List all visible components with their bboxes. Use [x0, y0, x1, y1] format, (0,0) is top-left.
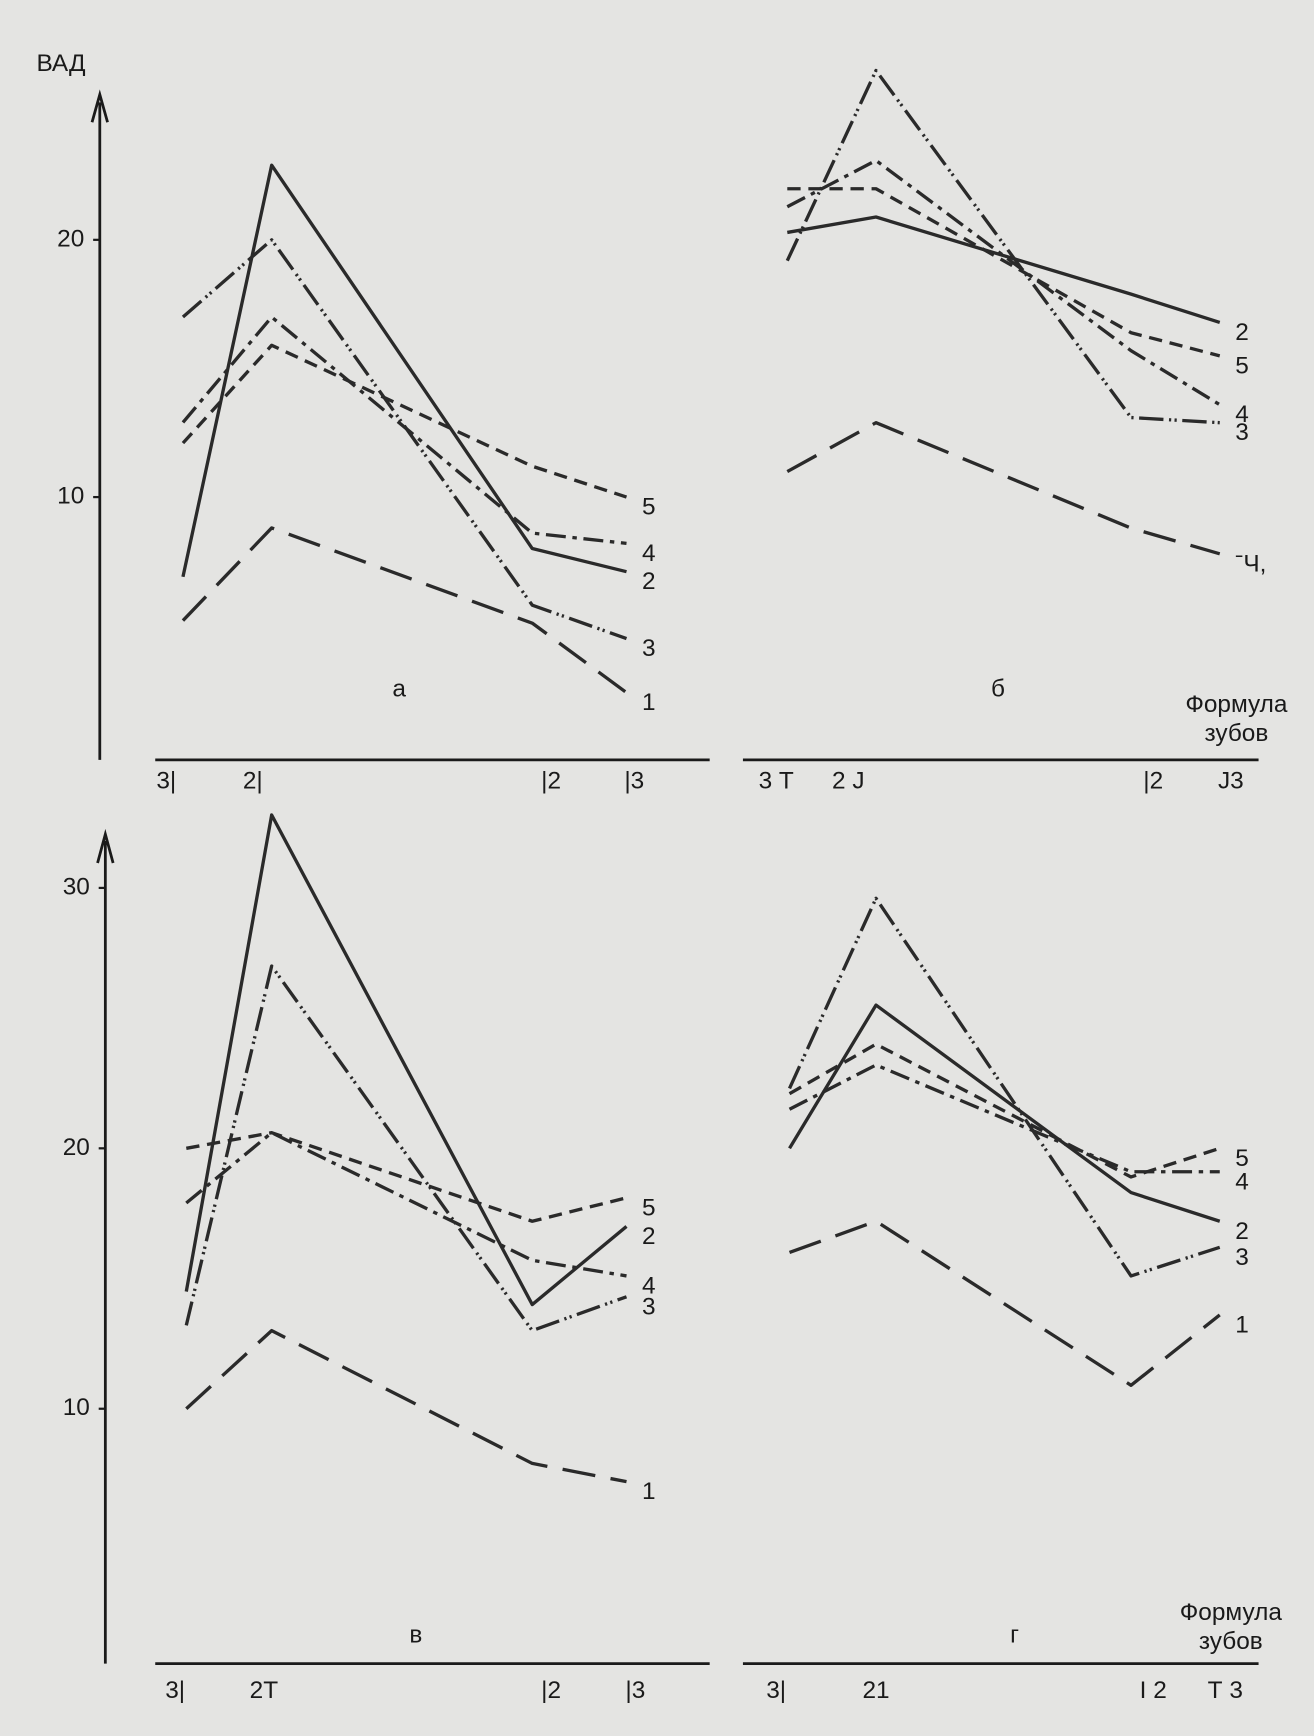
series-line	[184, 813, 628, 1307]
series-label: 4	[1235, 401, 1249, 428]
series-label: 5	[1235, 1145, 1249, 1172]
series-line	[185, 1131, 627, 1278]
x-tick-label: 3|	[165, 1677, 185, 1704]
series-line	[185, 1131, 627, 1223]
series-label: 4	[642, 540, 656, 567]
series-label: ˉЧ,	[1235, 550, 1266, 577]
series-line	[786, 421, 1221, 556]
x-tick-label: J3	[1218, 768, 1244, 795]
series-label: 2	[642, 1223, 656, 1250]
series-line	[184, 964, 628, 1333]
series-label: 5	[642, 494, 656, 521]
series-line	[786, 158, 1221, 407]
series-line	[181, 315, 627, 546]
panel-label: а	[392, 675, 406, 702]
series-line	[181, 238, 628, 641]
series-line	[788, 1219, 1221, 1387]
x-tick-label: 3|	[156, 768, 176, 795]
series-line	[788, 1063, 1220, 1174]
series-label: 5	[642, 1194, 656, 1221]
x-tick-label: 21	[862, 1677, 889, 1704]
panel-label: б	[991, 675, 1005, 702]
series-label: 1	[1235, 1312, 1249, 1339]
x-tick-label: 3|	[766, 1677, 786, 1704]
series-line	[788, 1042, 1221, 1179]
series-label: 2	[642, 568, 656, 595]
series-line	[787, 896, 1221, 1278]
x-axis-label: Формула	[1185, 691, 1288, 718]
panel-label: г	[1010, 1621, 1019, 1648]
x-tick-label: |2	[541, 1677, 561, 1704]
series-label: 1	[642, 1478, 656, 1505]
y-tick-label: 10	[63, 1394, 90, 1421]
y-axis	[96, 828, 115, 1664]
y-axis-label: ВАД	[36, 50, 86, 77]
series-label: 3	[642, 1293, 656, 1320]
series-line	[787, 187, 1221, 358]
series-line	[185, 1328, 627, 1484]
series-label: 1	[642, 689, 656, 716]
x-tick-label: 3 Т	[759, 768, 794, 795]
series-label: 3	[1235, 1244, 1249, 1271]
y-axis	[90, 89, 109, 760]
x-tick-label: Т 3	[1208, 1677, 1243, 1704]
series-line	[181, 343, 628, 499]
series-label: 4	[1235, 1168, 1249, 1195]
x-axis-label: Формула	[1180, 1599, 1283, 1626]
series-line	[181, 526, 628, 694]
series-line	[788, 1003, 1221, 1223]
y-tick-label: 30	[63, 873, 90, 900]
x-axis-label: зубов	[1204, 720, 1268, 747]
series-label: 3	[642, 635, 656, 662]
series-line	[787, 215, 1221, 325]
series-label: 4	[642, 1272, 656, 1299]
series-line	[785, 68, 1220, 425]
series-label: 5	[1235, 352, 1249, 379]
x-tick-label: |3	[624, 768, 644, 795]
x-tick-label: |2	[541, 768, 561, 795]
x-tick-label: |2	[1143, 768, 1163, 795]
y-tick-label: 10	[57, 483, 84, 510]
x-tick-label: 2 J	[832, 768, 865, 795]
series-label: 3	[1235, 419, 1249, 446]
panel-label: в	[409, 1621, 422, 1648]
y-tick-label: 20	[63, 1134, 90, 1161]
x-axis-label: зубов	[1199, 1628, 1263, 1655]
x-tick-label: 2|	[243, 768, 263, 795]
series-label: 2	[1235, 1218, 1249, 1245]
x-tick-label: |3	[625, 1677, 645, 1704]
series-label: 2	[1235, 319, 1249, 346]
x-tick-label: I 2	[1140, 1677, 1167, 1704]
y-tick-label: 20	[57, 225, 84, 252]
x-tick-label: 2Т	[250, 1677, 279, 1704]
